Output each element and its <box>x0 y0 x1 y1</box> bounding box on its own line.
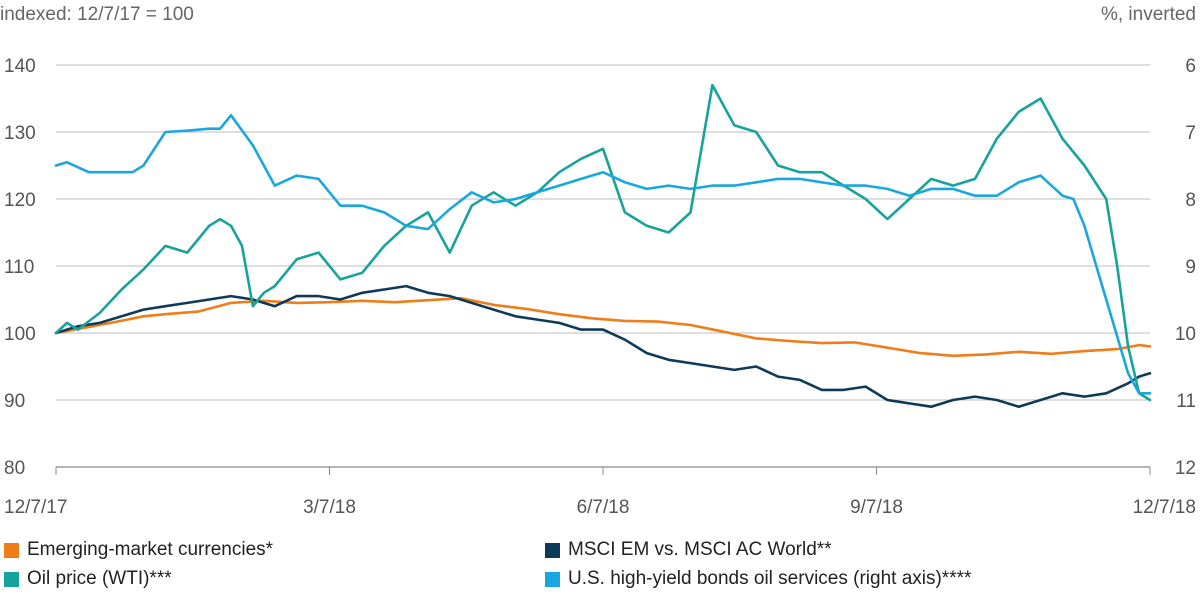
left-tick-label: 80 <box>4 458 25 479</box>
series-line <box>54 114 1152 395</box>
x-tick-label: 12/7/18 <box>1133 497 1196 518</box>
legend-label: MSCI EM vs. MSCI AC World** <box>568 539 832 560</box>
right-tick-label: 10 <box>1175 324 1196 345</box>
right-tick-label: 12 <box>1175 458 1196 479</box>
legend-swatch <box>4 542 19 558</box>
left-tick-label: 100 <box>4 324 36 345</box>
series-line <box>54 296 1152 358</box>
legend-item-oil-price: Oil price (WTI)*** <box>4 568 172 590</box>
right-tick-label: 9 <box>1185 257 1196 278</box>
x-tick-label: 9/7/18 <box>850 497 903 518</box>
right-tick-label: 8 <box>1185 190 1196 211</box>
left-tick-label: 140 <box>4 56 36 77</box>
right-axis-unit-label: %, inverted <box>1100 4 1196 25</box>
right-tick-label: 6 <box>1185 56 1196 77</box>
legend-swatch <box>545 542 560 558</box>
left-tick-label: 130 <box>4 123 36 144</box>
legend-item-emerging-market-currencies: Emerging-market currencies* <box>4 539 273 561</box>
legend-label: Oil price (WTI)*** <box>27 568 172 589</box>
x-tick-label: 3/7/18 <box>303 497 356 518</box>
legend-label: Emerging-market currencies* <box>27 539 274 560</box>
legend-label: U.S. high-yield bonds oil services (righ… <box>568 568 972 589</box>
left-axis-unit-label: indexed: 12/7/17 = 100 <box>0 4 194 25</box>
x-tick-label: 6/7/18 <box>577 497 630 518</box>
right-tick-label: 7 <box>1185 123 1196 144</box>
series-line <box>54 83 1152 402</box>
left-tick-label: 110 <box>4 257 34 278</box>
x-tick-label: 12/7/17 <box>4 497 67 518</box>
legend-swatch <box>4 571 19 587</box>
legend-swatch <box>545 571 560 587</box>
left-tick-label: 120 <box>4 190 36 211</box>
series-line <box>54 284 1152 408</box>
legend-item-msci-em-vs-ac-world: MSCI EM vs. MSCI AC World** <box>545 539 832 561</box>
left-tick-label: 90 <box>4 391 25 412</box>
right-tick-label: 11 <box>1176 391 1196 412</box>
legend-item-us-high-yield-bonds: U.S. high-yield bonds oil services (righ… <box>545 568 971 590</box>
